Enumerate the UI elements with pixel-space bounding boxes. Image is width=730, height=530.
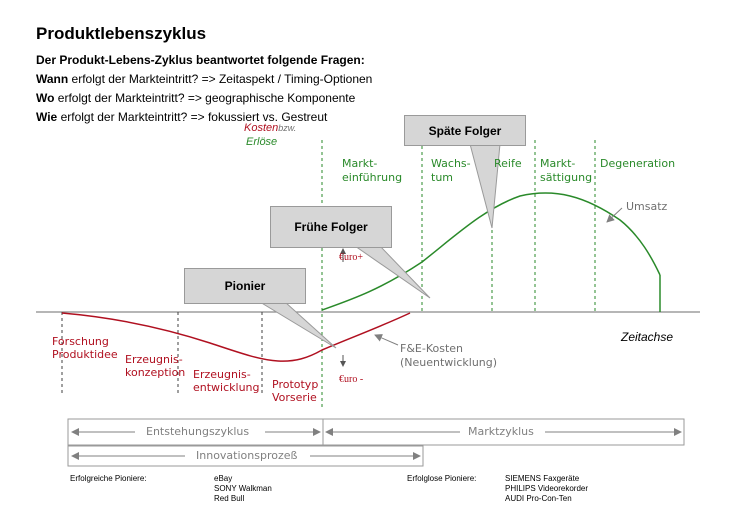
phase-wachstum-line1: Wachs- <box>431 157 471 170</box>
failure-pioneers-label: Erfolglose Pioniere: <box>407 474 477 483</box>
euro-plus-label: €uro+ <box>339 252 363 263</box>
question-wie-text: erfolgt der Markteintritt? => fokussiert… <box>57 110 328 124</box>
cost-curve <box>61 312 411 362</box>
question-wie-key: Wie <box>36 110 58 124</box>
stage-prototyp: Prototyp Vorserie <box>272 378 318 404</box>
marktzyklus-frame <box>322 418 685 446</box>
phase-wachstum: Wachs-tum <box>431 157 471 185</box>
fe-kosten-line2: (Neuentwicklung) <box>400 356 498 369</box>
euro-plus-arrowhead <box>340 248 346 254</box>
stage-konzeption: Erzeugnis-konzeption <box>125 353 185 379</box>
success-pioneer-item: SONY Walkman <box>214 484 272 493</box>
x-axis-label: Zeitachse <box>621 330 674 344</box>
question-wie: Wie erfolgt der Markteintritt? => fokuss… <box>36 110 327 124</box>
phase-markteinfuehrung: Markt-einführung <box>342 157 402 185</box>
umsatz-pointer <box>606 207 623 223</box>
phase-marktsaettigung-line2: sättigung <box>540 171 593 184</box>
success-pioneers-label: Erfolgreiche Pioniere: <box>70 474 147 483</box>
y-axis-label: Kostenbzw. <box>244 122 296 134</box>
question-wo-text: erfolgt der Markteintritt? => geographis… <box>54 91 356 105</box>
failure-pioneer-item: PHILIPS Videorekorder <box>505 484 589 493</box>
phase-reife: Reife <box>494 157 522 170</box>
question-wo-key: Wo <box>36 91 55 105</box>
phase-markteinfuehrung-line2: einführung <box>342 171 403 184</box>
question-wann-text: erfolgt der Markteintritt? => Zeitaspekt… <box>68 72 373 86</box>
umsatz-label: Umsatz <box>626 200 668 213</box>
phase-degeneration: Degeneration <box>600 157 676 170</box>
y-axis-label-bzw: bzw. <box>278 123 297 133</box>
fe-kosten-pointer <box>374 334 399 346</box>
question-wo: Wo erfolgt der Markteintritt? => geograp… <box>36 91 355 105</box>
euro-minus-label: €uro - <box>339 374 364 385</box>
innovationsprozess-frame <box>67 445 424 467</box>
euro-minus-arrowhead <box>340 361 346 367</box>
stage-konzeption-line1: Erzeugnis- <box>125 353 183 366</box>
failure-pioneer-item: SIEMENS Faxgeräte <box>505 474 580 483</box>
success-pioneers-list: eBay SONY Walkman Red Bull <box>214 474 272 504</box>
stage-forschung: Forschung Produktidee <box>52 335 118 361</box>
phase-marktsaettigung-line1: Markt- <box>540 157 576 170</box>
stage-prototyp-line2: Vorserie <box>272 391 317 404</box>
callout-pionier: Pionier <box>184 268 306 304</box>
phase-marktsaettigung: Markt-sättigung <box>540 157 592 185</box>
failure-pioneer-item: AUDI Pro-Con-Ten <box>505 494 572 503</box>
page-title: Produktlebenszyklus <box>36 24 207 43</box>
revenue-curve <box>321 192 661 311</box>
fruehe-folger-tail <box>353 245 431 299</box>
questions-intro: Der Produkt-Lebens-Zyklus beantwortet fo… <box>36 53 365 67</box>
phase-wachstum-line2: tum <box>431 171 453 184</box>
callout-spaete-folger: Späte Folger <box>404 115 526 146</box>
success-pioneer-item: Red Bull <box>214 494 245 503</box>
failure-pioneers-list: SIEMENS Faxgeräte PHILIPS Videorekorder … <box>505 474 588 504</box>
stage-entwicklung: Erzeugnis-entwicklung <box>193 368 260 394</box>
stage-entwicklung-line2: entwicklung <box>193 381 260 394</box>
phase-markteinfuehrung-line1: Markt- <box>342 157 378 170</box>
fe-kosten-line1: F&E-Kosten <box>400 342 464 355</box>
success-pioneer-item: eBay <box>214 474 233 483</box>
question-wann-key: Wann <box>36 72 69 86</box>
stage-entwicklung-line1: Erzeugnis- <box>193 368 251 381</box>
callout-fruehe-folger: Frühe Folger <box>270 206 392 248</box>
stage-prototyp-line1: Prototyp <box>272 378 319 391</box>
question-wann: Wann erfolgt der Markteintritt? => Zeita… <box>36 72 372 86</box>
marktzyklus-label: Marktzyklus <box>464 425 538 438</box>
y-axis-label-erloese: Erlöse <box>246 136 278 148</box>
stage-forschung-line1: Forschung <box>52 335 109 348</box>
fe-kosten-label: F&E-Kosten (Neuentwicklung) <box>400 342 497 370</box>
stage-forschung-line2: Produktidee <box>52 348 118 361</box>
innovationsprozess-label: Innovationsprozeß <box>192 449 302 462</box>
y-axis-label-kosten: Kosten <box>244 122 279 134</box>
entstehungszyklus-label: Entstehungszyklus <box>142 425 254 438</box>
stage-konzeption-line2: konzeption <box>125 366 186 379</box>
